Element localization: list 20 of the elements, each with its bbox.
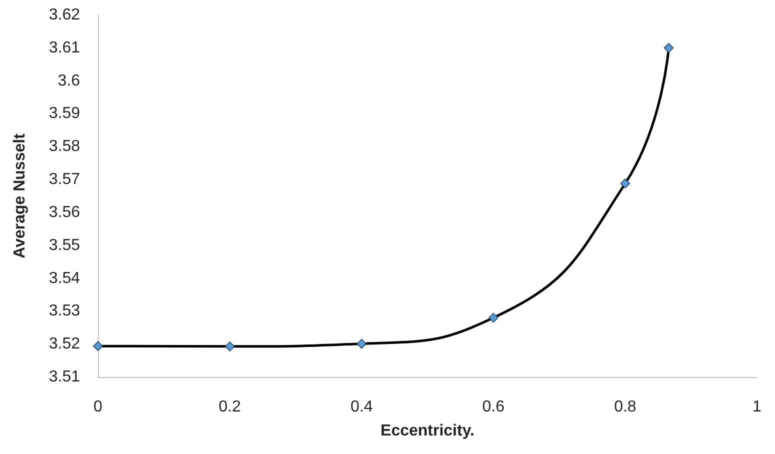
y-axis-title: Average Nusselt <box>12 132 28 258</box>
x-tick-label: 0 <box>94 398 103 416</box>
y-tick-label: 3.55 <box>48 236 80 254</box>
y-tick-label: 3.51 <box>48 368 80 386</box>
y-tick-label: 3.57 <box>48 171 80 188</box>
y-tick-label: 3.54 <box>48 270 80 287</box>
y-tick-label: 3.61 <box>48 39 80 56</box>
x-tick-label: 0.2 <box>218 398 242 416</box>
x-axis-title: Eccentricity. <box>380 422 474 440</box>
y-tick-label: 3.52 <box>48 336 80 353</box>
x-tick-label: 0.6 <box>482 398 505 416</box>
y-tick-label: 3.59 <box>48 105 80 122</box>
y-tick-label: 3.58 <box>48 138 80 156</box>
y-tick-label: 3.6 <box>58 72 80 90</box>
y-tick-label: 3.62 <box>48 6 80 24</box>
x-tick-label: 1 <box>752 398 762 416</box>
x-tick-label: 0.8 <box>614 398 636 416</box>
y-tick-label: 3.56 <box>48 204 80 221</box>
y-tick-label: 3.53 <box>48 302 80 320</box>
x-tick-label: 0.4 <box>350 398 373 416</box>
